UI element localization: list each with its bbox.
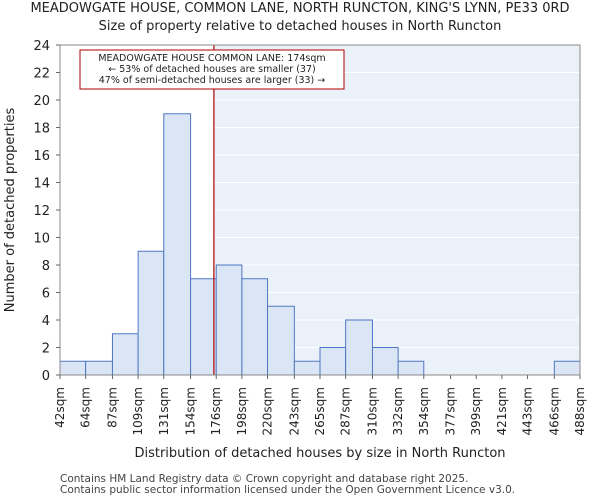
annotation-box: MEADOWGATE HOUSE COMMON LANE: 174sqm ← 5…: [79, 49, 345, 90]
bar: [371, 347, 399, 376]
y-tick-label: 12: [33, 204, 50, 219]
x-axis-ticks: 42sqm 64sqm 87sqm 109sqm 131sqm 154sqm 176sqm 1…: [53, 375, 587, 435]
y-tick-label: 6: [42, 287, 50, 302]
x-tick-label: 399sqm: [469, 387, 483, 435]
bar: [241, 278, 269, 376]
annotation-line-3: 47% of semi-detached houses are larger (…: [99, 75, 326, 86]
bar: [293, 360, 321, 376]
y-tick-label: 24: [33, 39, 50, 54]
bar: [215, 264, 243, 376]
footer-line-1: Contains HM Land Registry data © Crown c…: [60, 473, 469, 485]
x-tick-label: 332sqm: [391, 387, 405, 435]
x-tick-label: 443sqm: [521, 387, 535, 435]
x-tick-label: 377sqm: [444, 387, 458, 435]
y-tick-label: 14: [33, 177, 50, 192]
bar: [111, 333, 139, 376]
x-tick-label: 42sqm: [53, 387, 67, 428]
y-tick-label: 18: [33, 122, 50, 137]
x-tick-label: 354sqm: [417, 387, 431, 435]
x-tick-label: 220sqm: [261, 387, 275, 435]
bar: [345, 319, 373, 376]
y-tick-label: 2: [42, 342, 50, 357]
bar: [59, 360, 87, 376]
x-axis-label: Distribution of detached houses by size …: [134, 446, 505, 461]
y-tick-label: 8: [42, 259, 50, 274]
x-tick-label: 310sqm: [365, 387, 379, 435]
x-tick-label: 488sqm: [573, 387, 587, 435]
x-tick-label: 466sqm: [547, 387, 561, 435]
chart-title: MEADOWGATE HOUSE, COMMON LANE, NORTH RUN…: [30, 1, 570, 16]
x-tick-label: 87sqm: [105, 387, 119, 428]
x-tick-label: 109sqm: [131, 387, 145, 435]
x-tick-label: 131sqm: [157, 387, 171, 435]
x-tick-label: 154sqm: [184, 387, 198, 435]
y-tick-label: 16: [33, 149, 50, 164]
chart-subtitle: Size of property relative to detached ho…: [98, 19, 502, 34]
x-tick-label: 421sqm: [495, 387, 509, 435]
bar: [553, 360, 581, 376]
x-tick-label: 198sqm: [235, 387, 249, 435]
annotation-frame: [79, 49, 345, 90]
annotation-line-2: ← 53% of detached houses are smaller (37…: [108, 64, 315, 75]
y-tick-label: 22: [33, 67, 50, 82]
bar: [267, 305, 295, 376]
bar: [319, 347, 347, 376]
y-tick-label: 0: [42, 369, 50, 384]
x-tick-label: 265sqm: [313, 387, 327, 435]
bar: [137, 250, 165, 376]
y-tick-label: 4: [42, 314, 50, 329]
y-tick-label: 20: [33, 94, 50, 109]
bars: [59, 113, 581, 376]
x-tick-label: 287sqm: [339, 387, 353, 435]
footer-line-2: Contains public sector information licen…: [60, 484, 516, 496]
x-tick-label: 243sqm: [287, 387, 301, 435]
y-axis-label: Number of detached properties: [3, 108, 18, 313]
x-tick-label: 64sqm: [79, 387, 93, 428]
bar: [190, 278, 217, 376]
bar: [163, 113, 192, 376]
y-tick-label: 10: [33, 232, 50, 247]
x-tick-label: 176sqm: [209, 387, 223, 435]
bar: [397, 360, 425, 376]
bar: [85, 360, 113, 376]
annotation-line-1: MEADOWGATE HOUSE COMMON LANE: 174sqm: [98, 53, 325, 64]
